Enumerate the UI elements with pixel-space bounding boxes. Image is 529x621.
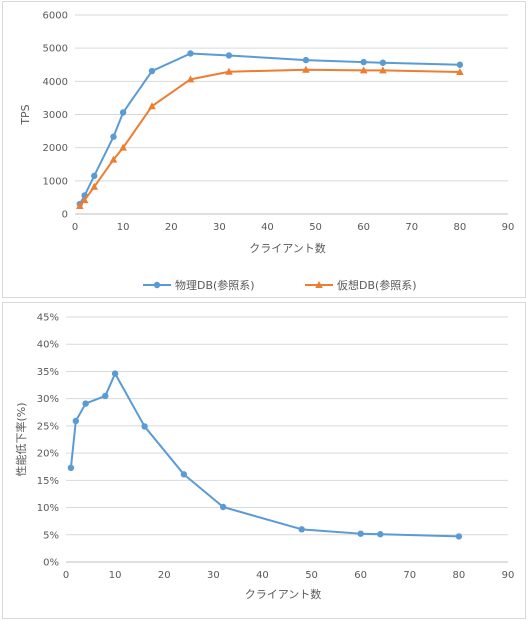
y-tick-label: 4000 [43,77,68,88]
data-point-circle [91,172,98,180]
x-axis-title: クライアント数 [245,588,322,601]
y-axis-title: 性能低下率(%) [14,402,28,476]
x-tick-label: 60 [357,222,370,233]
data-point-circle [219,503,227,511]
x-tick-label: 30 [207,570,220,581]
data-point-circle [72,417,80,425]
data-point-triangle [119,143,127,151]
data-point-circle [225,52,233,59]
tps-chart: 0 1000 2000 3000 4000 5000 6000 0 10 20 30 40 50 60 70… [19,11,515,293]
data-point-circle [456,61,464,68]
x-tick-label: 90 [502,570,515,581]
y-tick-label: 5000 [43,44,68,55]
data-point-circle [102,392,109,400]
degradation-chart-panel: 0% 5% 10% 15% 20% 25% 30% 35% 40% 45% 0 10 20 30 40 50 6… [2,302,526,619]
legend-marker-circle [153,281,161,289]
x-tick-label: 80 [454,222,467,233]
data-point-circle [298,526,305,533]
y-tick-label: 5% [43,530,59,541]
y-tick-label: 6000 [43,11,68,22]
tps-chart-panel: 0 1000 2000 3000 4000 5000 6000 0 10 20 30 40 50 60 70… [2,1,526,298]
data-point-circle [187,50,194,57]
x-tick-label: 50 [309,222,322,233]
data-point-triangle [76,202,84,210]
y-tick-label: 25% [37,421,59,432]
data-point-triangle [359,66,368,74]
data-point-triangle [225,67,233,75]
data-point-circle [148,67,156,75]
y-tick-label: 0 [62,210,68,221]
y-axis-title: TPS [19,104,32,125]
y-tick-label: 0% [43,558,59,569]
data-point-triangle [186,75,195,83]
data-point-circle [67,464,75,472]
y-tick-label: 35% [37,367,59,378]
data-point-triangle [148,102,156,110]
x-tick-label: 40 [261,222,274,233]
x-tick-label: 70 [403,570,416,581]
y-tick-label: 40% [37,340,59,351]
x-tick-label: 0 [63,570,69,581]
data-point-circle [379,59,387,66]
legend-label: 物理DB(参照系) [175,278,255,292]
x-tick-label: 0 [72,222,78,233]
data-point-circle [302,56,310,64]
series-line [78,52,460,205]
data-point-triangle [90,182,99,190]
data-point-triangle [109,155,118,163]
x-tick-label: 40 [256,570,269,581]
data-point-circle [110,133,117,140]
x-axis-title: クライアント数 [249,242,326,255]
data-point-circle [82,400,89,407]
y-tick-label: 20% [37,449,59,460]
y-tick-label: 15% [37,476,59,487]
data-point-circle [377,531,384,538]
y-tick-label: 3000 [43,110,68,121]
data-point-circle [141,423,148,430]
y-tick-label: 1000 [43,176,68,187]
legend-label: 仮想DB(参照系) [337,278,417,292]
y-tick-label: 30% [37,394,59,405]
data-point-circle [180,471,188,478]
series-line [69,372,459,538]
x-tick-label: 50 [305,570,318,581]
y-tick-label: 10% [37,503,59,514]
x-tick-label: 20 [165,222,178,233]
data-point-circle [119,109,127,116]
x-tick-label: 60 [354,570,367,581]
x-tick-label: 80 [453,570,466,581]
data-point-circle [360,58,367,66]
x-tick-label: 20 [158,570,171,581]
series-line [79,68,460,207]
x-tick-label: 30 [213,222,226,233]
data-point-circle [455,533,463,540]
degradation-chart: 0% 5% 10% 15% 20% 25% 30% 35% 40% 45% 0 10 20 30 40 50 6… [14,313,515,602]
data-point-triangle [80,196,89,204]
data-point-circle [357,530,364,537]
data-point-triangle [302,65,310,73]
x-tick-label: 10 [109,570,122,581]
y-tick-label: 2000 [43,143,68,154]
data-point-triangle [379,66,387,74]
x-tick-label: 90 [502,222,515,233]
data-point-triangle [456,68,464,76]
x-tick-label: 10 [117,222,130,233]
data-point-circle [111,370,119,377]
legend-marker-triangle [315,281,323,288]
x-tick-label: 70 [405,222,418,233]
y-tick-label: 45% [37,313,59,324]
